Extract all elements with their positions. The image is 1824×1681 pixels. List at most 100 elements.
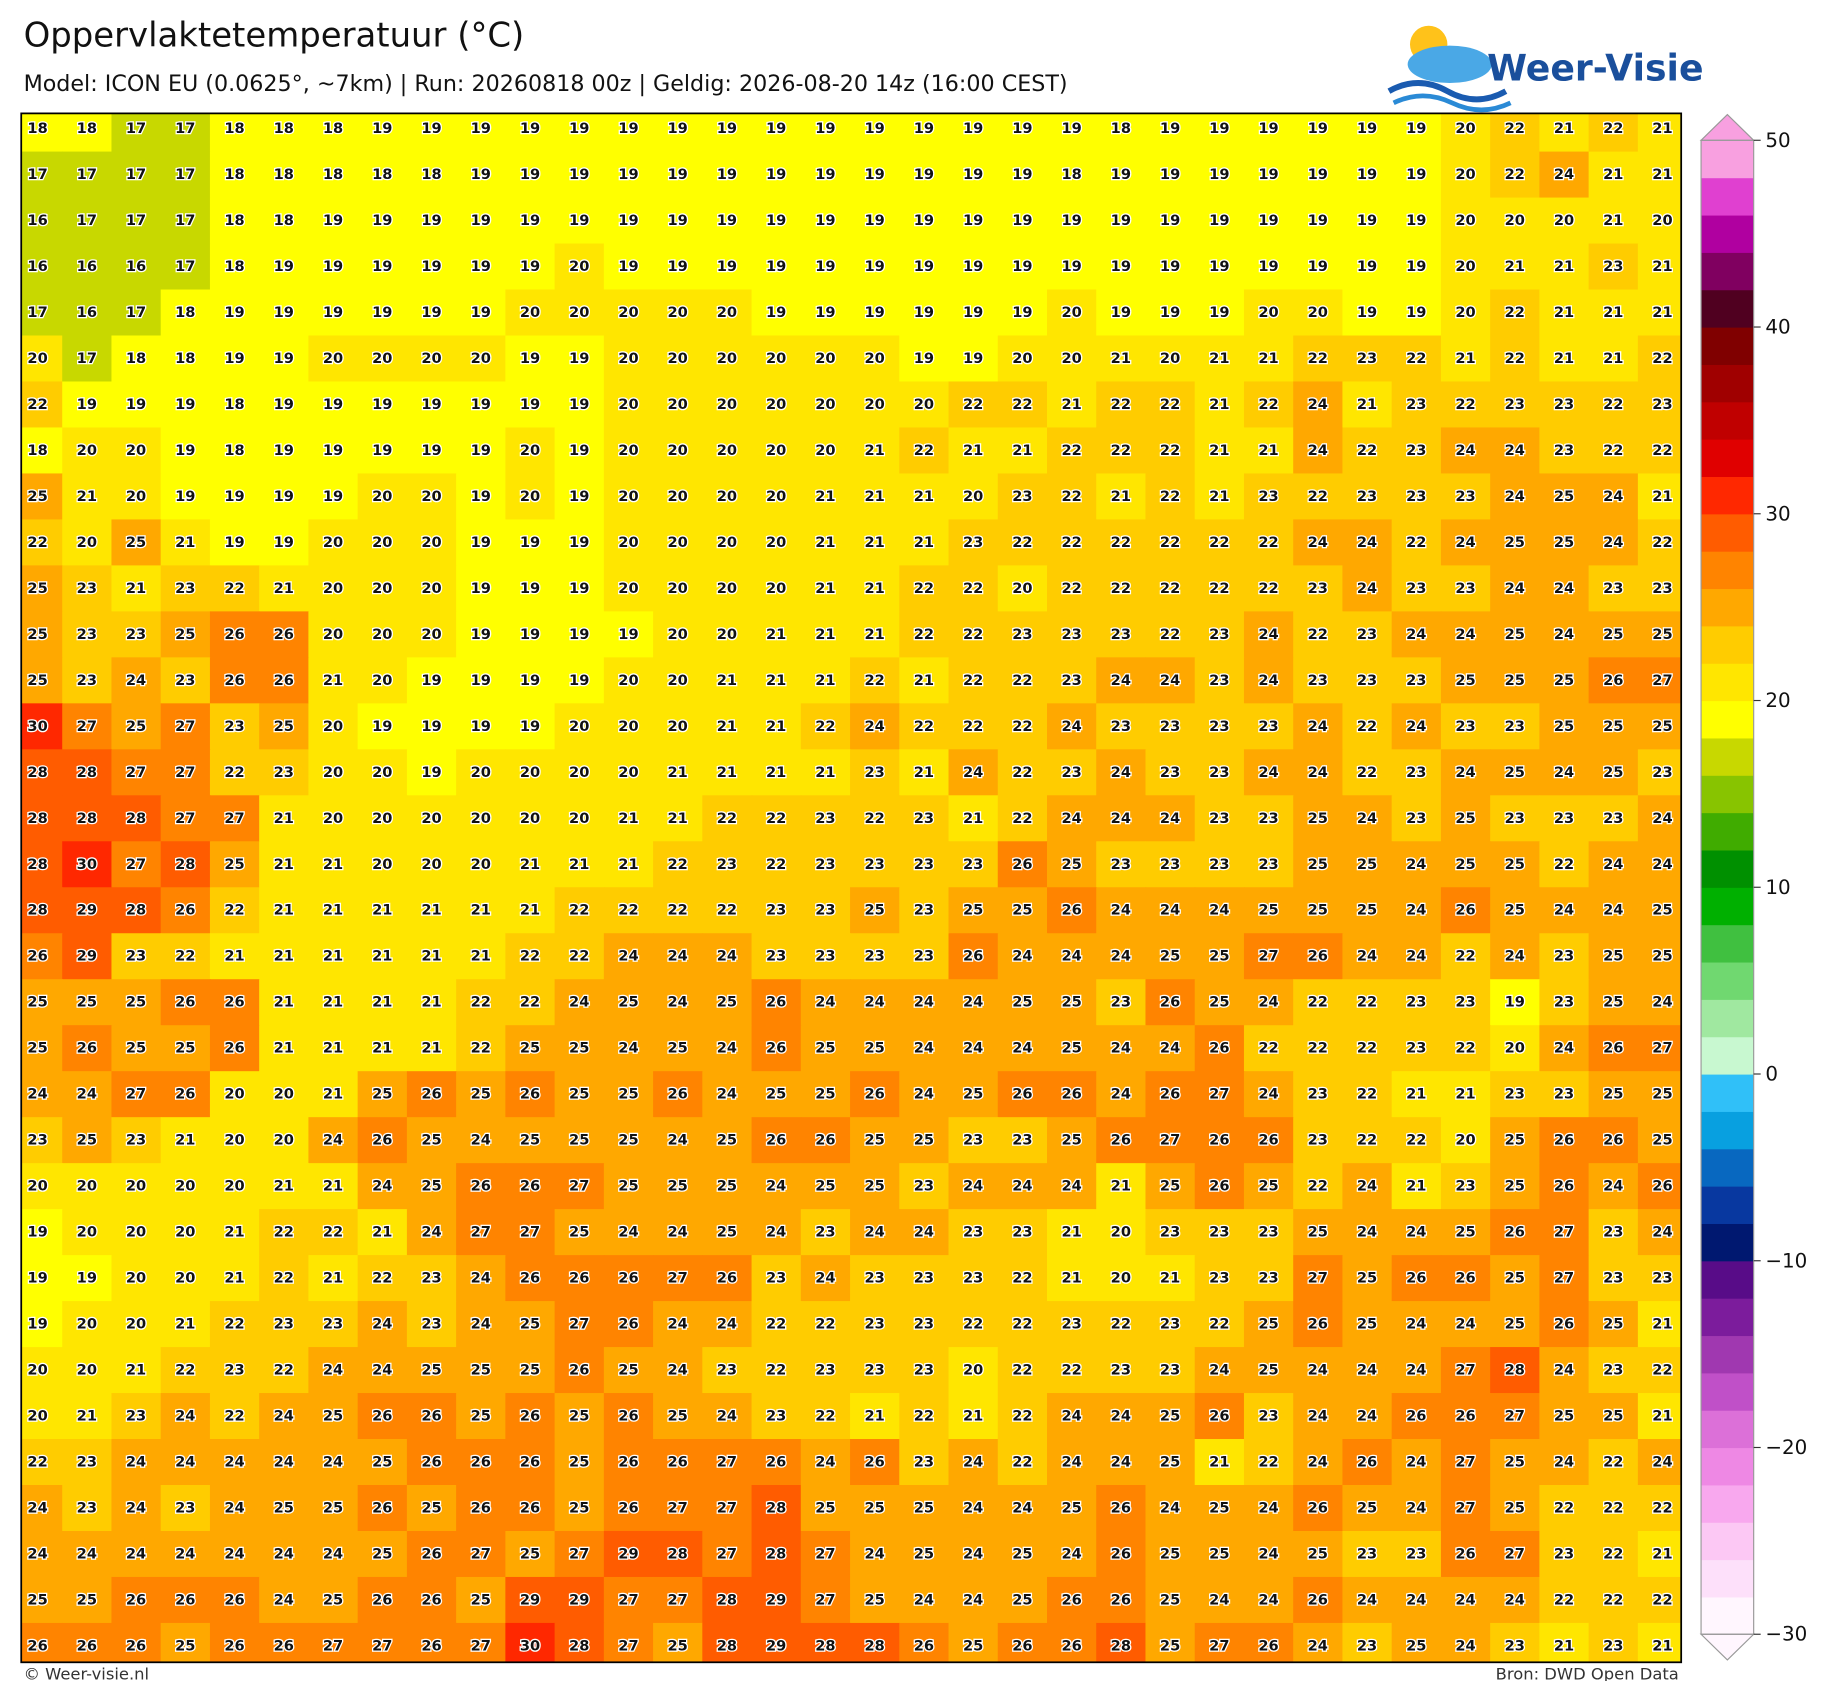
temperature-cell (1047, 1255, 1097, 1302)
temperature-cell (1490, 1576, 1541, 1624)
temperature-label: 23 (864, 764, 884, 781)
temperature-cell (850, 795, 900, 842)
temperature-label: 21 (126, 1362, 146, 1379)
temperature-cell (259, 473, 310, 521)
temperature-cell (357, 1025, 408, 1072)
temperature-label: 20 (1012, 580, 1032, 597)
temperature-label: 20 (27, 1408, 47, 1425)
temperature-label: 19 (1111, 212, 1131, 229)
temperature-cell (1145, 657, 1196, 705)
temperature-cell (1096, 1301, 1147, 1348)
temperature-cell (653, 749, 704, 797)
temperature-cell (111, 565, 162, 613)
colorbar-band (1701, 513, 1754, 552)
temperature-cell (1096, 749, 1147, 797)
temperature-label: 20 (323, 718, 343, 735)
temperature-cell (653, 1622, 704, 1663)
temperature-cell (62, 151, 113, 199)
temperature-cell (21, 381, 63, 429)
temperature-cell (111, 1622, 162, 1663)
temperature-label: 20 (1012, 350, 1032, 367)
temperature-cell (751, 289, 802, 337)
temperature-label: 19 (372, 212, 392, 229)
temperature-label: 22 (1111, 1316, 1131, 1333)
temperature-label: 24 (815, 1454, 835, 1471)
temperature-cell (406, 151, 457, 199)
temperature-label: 19 (668, 166, 688, 183)
temperature-label: 22 (1603, 1545, 1623, 1562)
temperature-cell (1588, 979, 1639, 1026)
temperature-label: 26 (1160, 1086, 1180, 1103)
temperature-label: 23 (1012, 1224, 1032, 1241)
temperature-cell (160, 611, 211, 659)
title: Oppervlaktetemperatuur (°C) (24, 16, 525, 55)
temperature-cell (456, 1255, 507, 1302)
temperature-label: 26 (1308, 1591, 1328, 1608)
temperature-cell (997, 979, 1048, 1026)
temperature-cell (603, 1025, 654, 1072)
temperature-label: 26 (1554, 1178, 1574, 1195)
temperature-cell (554, 703, 605, 751)
colorbar-tick-label: 50 (1765, 129, 1790, 152)
temperature-cell (357, 703, 408, 751)
temperature-cell (1539, 1025, 1590, 1072)
temperature-cell (1539, 933, 1590, 980)
temperature-cell (1539, 1117, 1590, 1164)
temperature-label: 26 (421, 1408, 441, 1425)
temperature-cell (603, 795, 654, 842)
colorbar-band (1701, 1074, 1754, 1112)
temperature-label: 25 (1603, 1316, 1623, 1333)
temperature-cell (209, 887, 260, 934)
temperature-label: 21 (1406, 1178, 1426, 1195)
temperature-label: 23 (1111, 1362, 1131, 1379)
temperature-label: 22 (1455, 948, 1475, 965)
temperature-cell (308, 1117, 359, 1164)
temperature-label: 25 (520, 1362, 540, 1379)
temperature-label: 25 (1258, 902, 1278, 919)
temperature-label: 22 (224, 1316, 244, 1333)
temperature-cell (1440, 749, 1491, 797)
temperature-label: 25 (668, 1408, 688, 1425)
temperature-label: 20 (1308, 304, 1328, 321)
temperature-cell (1096, 335, 1147, 383)
temperature-cell (1539, 1439, 1590, 1486)
temperature-label: 26 (1652, 1178, 1672, 1195)
temperature-label: 23 (175, 672, 195, 689)
temperature-label: 24 (1406, 1316, 1426, 1333)
temperature-label: 23 (421, 1316, 441, 1333)
temperature-cell (653, 979, 704, 1026)
temperature-cell (997, 1576, 1048, 1624)
temperature-label: 18 (224, 396, 244, 413)
temperature-cell (603, 1301, 654, 1348)
temperature-cell (1145, 1622, 1196, 1663)
temperature-label: 19 (914, 212, 934, 229)
temperature-cell (1539, 1393, 1590, 1440)
temperature-label: 19 (717, 258, 737, 275)
colorbar-band (1701, 401, 1754, 440)
temperature-label: 21 (815, 764, 835, 781)
temperature-label: 23 (27, 1132, 47, 1149)
temperature-cell (209, 1393, 260, 1440)
temperature-label: 19 (766, 120, 786, 137)
temperature-label: 19 (27, 1270, 47, 1287)
temperature-cell (21, 749, 63, 797)
temperature-label: 22 (914, 580, 934, 597)
temperature-label: 25 (27, 672, 47, 689)
temperature-label: 19 (618, 626, 638, 643)
temperature-cell (209, 1347, 260, 1394)
temperature-cell (1243, 565, 1294, 613)
temperature-label: 21 (717, 764, 737, 781)
temperature-label: 27 (1455, 1499, 1475, 1516)
temperature-cell (850, 565, 900, 613)
temperature-cell (505, 1071, 556, 1118)
temperature-cell (1293, 1025, 1344, 1072)
temperature-cell (406, 1255, 457, 1302)
temperature-label: 20 (126, 1270, 146, 1287)
temperature-label: 22 (1160, 580, 1180, 597)
temperature-label: 28 (175, 856, 195, 873)
temperature-cell (751, 841, 802, 888)
temperature-cell (554, 1347, 605, 1394)
temperature-label: 24 (963, 1178, 983, 1195)
temperature-cell (1243, 1071, 1294, 1118)
temperature-label: 19 (1258, 212, 1278, 229)
